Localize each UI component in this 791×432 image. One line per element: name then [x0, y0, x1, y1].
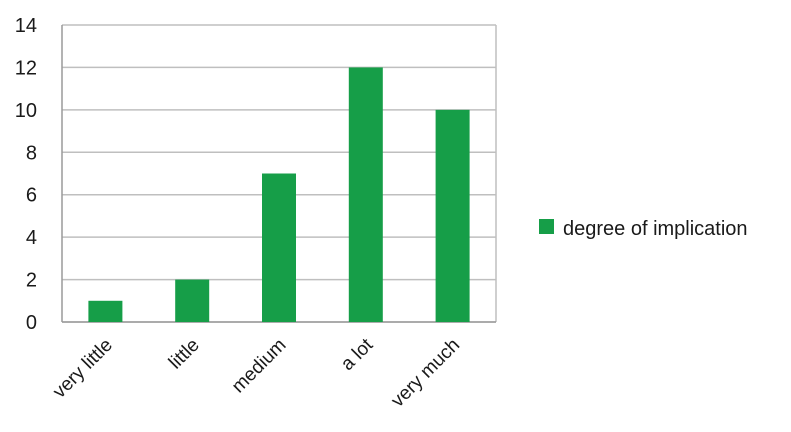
x-tick-label: very little: [49, 335, 117, 403]
y-tick-label: 8: [26, 142, 37, 164]
x-axis-ticks: very little little medium a lot very much: [49, 334, 464, 411]
bar-a-lot: [348, 67, 383, 322]
x-tick-label: medium: [228, 335, 291, 398]
x-tick-label: little: [165, 335, 204, 374]
y-tick-label: 0: [26, 312, 37, 334]
bar-very-little: [88, 300, 123, 322]
y-tick-label: 14: [15, 15, 37, 37]
gridlines: [61, 24, 497, 323]
bar-medium: [262, 173, 296, 322]
bars: [88, 67, 470, 322]
bar-little: [175, 279, 210, 322]
y-tick-label: 12: [15, 57, 37, 79]
x-tick-label: a lot: [337, 334, 378, 375]
y-tick-label: 4: [26, 227, 37, 249]
legend-label: degree of implication: [563, 218, 748, 240]
legend: degree of implication: [539, 218, 748, 240]
legend-swatch: [539, 219, 554, 234]
y-tick-label: 6: [26, 185, 37, 207]
x-tick-label: very much: [387, 335, 464, 412]
y-axis-ticks: 0 2 4 6 8 10 12 14: [15, 15, 37, 334]
y-tick-label: 10: [15, 100, 37, 122]
y-tick-label: 2: [26, 270, 37, 292]
bar-very-much: [435, 109, 470, 322]
